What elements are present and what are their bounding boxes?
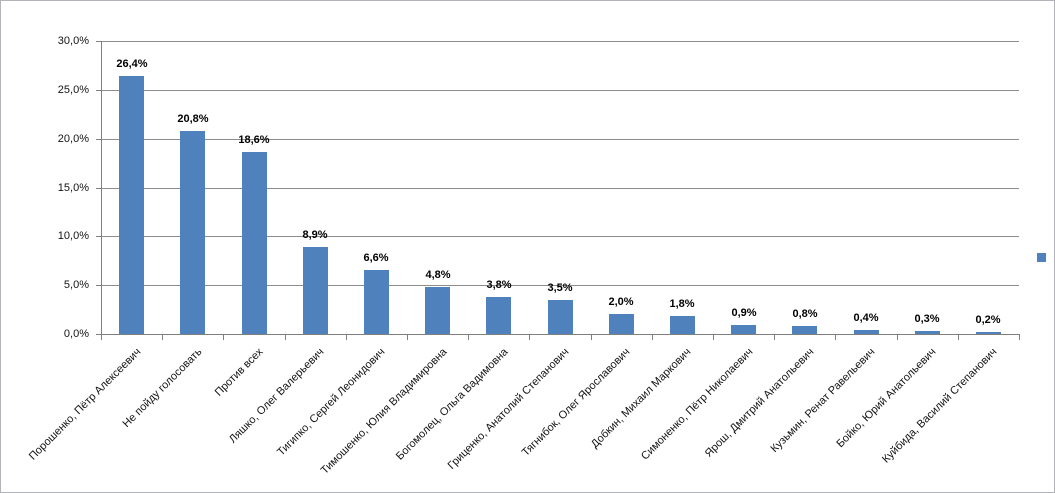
bar: [486, 297, 511, 334]
bar-value-label: 6,6%: [363, 252, 389, 264]
gridline: [101, 188, 1019, 189]
bar: [609, 314, 634, 334]
bar: [976, 332, 1001, 334]
bar: [731, 325, 756, 334]
bar: [180, 131, 205, 334]
x-tick-mark: [407, 335, 408, 340]
y-axis: [101, 41, 102, 334]
x-tick-mark: [162, 335, 163, 340]
bar: [119, 76, 144, 334]
bar-value-label: 0,9%: [731, 307, 757, 319]
category-label: Симоненко, Пётр Николаевич: [639, 346, 756, 463]
bar-value-label: 2,0%: [608, 296, 634, 308]
category-label: Ярош, Дмитрий Анатольевич: [702, 346, 817, 460]
bar-value-label: 0,2%: [975, 314, 1001, 326]
y-tick-mark: [96, 236, 101, 237]
x-tick-mark: [958, 335, 959, 340]
y-tick-mark: [96, 285, 101, 286]
x-tick-mark: [346, 335, 347, 340]
x-tick-mark: [713, 335, 714, 340]
x-tick-mark: [223, 335, 224, 340]
gridline: [101, 139, 1019, 140]
category-label: Против всех: [212, 346, 266, 399]
x-tick-mark: [101, 335, 102, 340]
x-tick-mark: [468, 335, 469, 340]
y-axis-label: 20,0%: [57, 133, 89, 145]
bar-value-label: 0,3%: [914, 313, 940, 325]
y-axis-label: 25,0%: [57, 84, 89, 96]
gridline: [101, 90, 1019, 91]
category-label: Гриценко, Анатолий Степанович: [445, 346, 572, 472]
category-label: Богомолец, Ольга Вадимовна: [393, 346, 511, 463]
bar-value-label: 4,8%: [425, 269, 451, 281]
bar-value-label: 3,5%: [547, 282, 573, 294]
y-axis-label: 30,0%: [57, 35, 89, 47]
bar: [242, 152, 267, 334]
category-label: Тимошенко, Юлия Владимировна: [318, 346, 450, 477]
bar-value-label: 1,8%: [669, 298, 695, 310]
category-label: Тягнибок, Олег Ярославович: [519, 346, 633, 459]
y-tick-mark: [96, 188, 101, 189]
y-tick-mark: [96, 41, 101, 42]
bar: [364, 270, 389, 334]
x-tick-mark: [652, 335, 653, 340]
bar: [915, 331, 940, 334]
bar-value-label: 26,4%: [116, 58, 148, 70]
category-label: Куйбида, Василий Степанович: [879, 346, 1000, 466]
gridline: [101, 41, 1019, 42]
bar-value-label: 8,9%: [302, 229, 328, 241]
bar: [792, 326, 817, 334]
x-tick-mark: [285, 335, 286, 340]
x-tick-mark: [897, 335, 898, 340]
bar-value-label: 0,8%: [792, 308, 818, 320]
y-axis-label: 5,0%: [63, 279, 89, 291]
bar: [854, 330, 879, 334]
bar: [670, 316, 695, 334]
bar: [303, 247, 328, 334]
x-tick-mark: [774, 335, 775, 340]
x-tick-mark: [529, 335, 530, 340]
category-label: Бойко, Юрий Анатольевич: [834, 346, 939, 451]
bar-value-label: 20,8%: [177, 113, 209, 125]
bar: [548, 300, 573, 334]
bar-value-label: 3,8%: [486, 279, 512, 291]
bar-value-label: 0,4%: [853, 312, 879, 324]
y-tick-mark: [96, 334, 101, 335]
y-tick-mark: [96, 139, 101, 140]
category-label: Порошенко, Пётр Алексеевич: [26, 346, 144, 463]
legend-marker: [1037, 253, 1046, 262]
category-label: Кузьмин, Ренат Равельевич: [768, 346, 878, 455]
x-tick-mark: [1019, 335, 1020, 340]
x-tick-mark: [591, 335, 592, 340]
bar-value-label: 18,6%: [238, 134, 270, 146]
y-tick-mark: [96, 90, 101, 91]
bar: [425, 287, 450, 334]
y-axis-label: 0,0%: [63, 328, 89, 340]
x-tick-mark: [835, 335, 836, 340]
x-axis: [101, 334, 1020, 335]
y-axis-label: 15,0%: [57, 182, 89, 194]
gridline: [101, 285, 1019, 286]
category-label: Добкин, Михаил Маркович: [588, 346, 694, 451]
y-axis-label: 10,0%: [57, 230, 89, 242]
gridline: [101, 236, 1019, 237]
category-label: Тигипко, Сергей Леонидович: [275, 346, 388, 459]
